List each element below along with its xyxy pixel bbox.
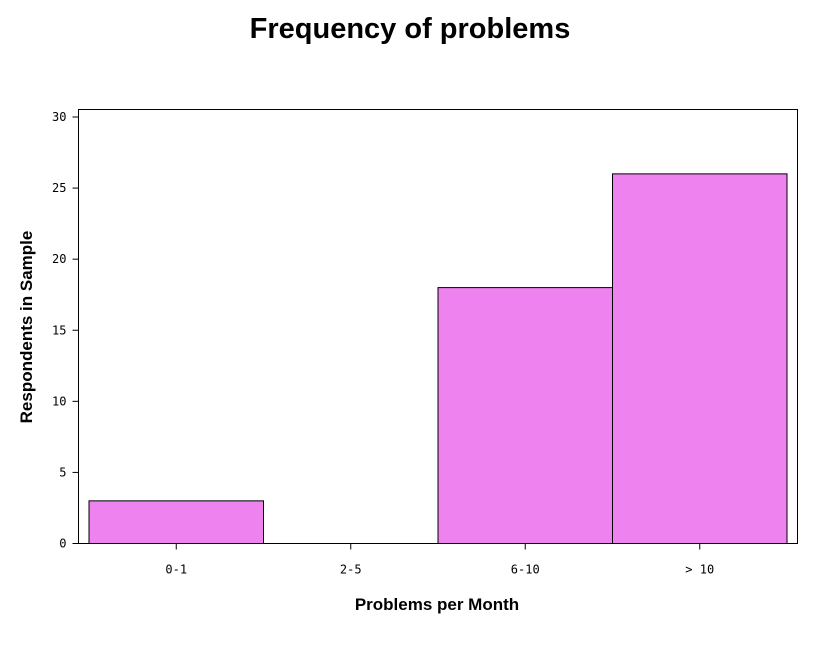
x-axis-label: Problems per Month: [355, 595, 519, 614]
y-tick-label: 15: [52, 323, 66, 337]
x-tick-label: > 10: [685, 563, 714, 577]
y-axis-label: Respondents in Sample: [17, 231, 36, 424]
y-axis: 0 5 10 15 20 25 30: [52, 110, 79, 551]
y-tick-label: 20: [52, 252, 66, 266]
y-tick-label: 30: [52, 110, 66, 124]
bar-3: [612, 173, 788, 544]
chart-title: Frequency of problems: [250, 13, 571, 45]
x-axis: 0-1 2-5 6-10 > 10: [165, 543, 714, 577]
y-tick-label: 5: [59, 465, 66, 479]
y-tick-label: 25: [52, 181, 66, 195]
y-tick-label: 10: [52, 394, 66, 408]
x-tick-label: 2-5: [340, 563, 362, 577]
bar-group: [88, 173, 788, 545]
bar-0: [88, 500, 264, 545]
x-tick-label: 6-10: [511, 563, 540, 577]
bar-2: [437, 287, 613, 544]
y-tick-label: 0: [59, 537, 66, 551]
x-tick-label: 0-1: [165, 563, 187, 577]
